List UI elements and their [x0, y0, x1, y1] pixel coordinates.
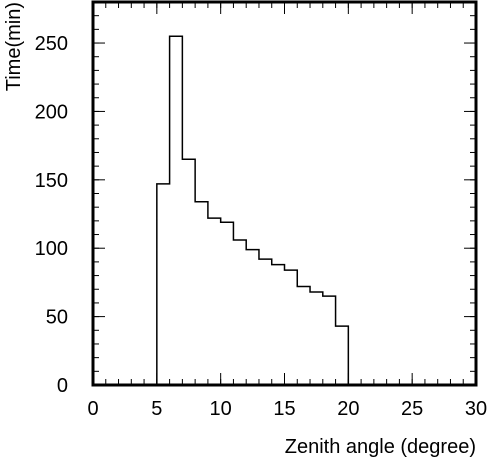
x-tick-label: 0	[87, 398, 98, 420]
major-ticks	[92, 2, 477, 386]
y-tick-label: 150	[35, 170, 68, 192]
y-tick-labels: 0 50 100 150 200 250	[35, 33, 68, 397]
y-tick-label: 0	[57, 375, 68, 397]
y-tick-label: 200	[35, 101, 68, 123]
y-tick-label: 250	[35, 33, 68, 55]
y-tick-label: 100	[35, 238, 68, 260]
y-tick-label: 50	[46, 307, 68, 329]
x-tick-label: 5	[151, 398, 162, 420]
x-tick-label: 15	[273, 398, 295, 420]
x-axis-title: Zenith angle (degree)	[285, 436, 476, 458]
x-tick-label: 10	[210, 398, 232, 420]
plot-frame	[91, 0, 478, 387]
histogram-step-line	[156, 35, 350, 385]
y-axis-title: Time(min)	[3, 2, 25, 91]
minor-ticks	[92, 1, 477, 386]
x-tick-label: 30	[465, 398, 487, 420]
x-tick-label: 25	[401, 398, 423, 420]
x-tick-label: 20	[337, 398, 359, 420]
x-tick-labels: 0 5 10 15 20 25 30	[87, 398, 487, 420]
